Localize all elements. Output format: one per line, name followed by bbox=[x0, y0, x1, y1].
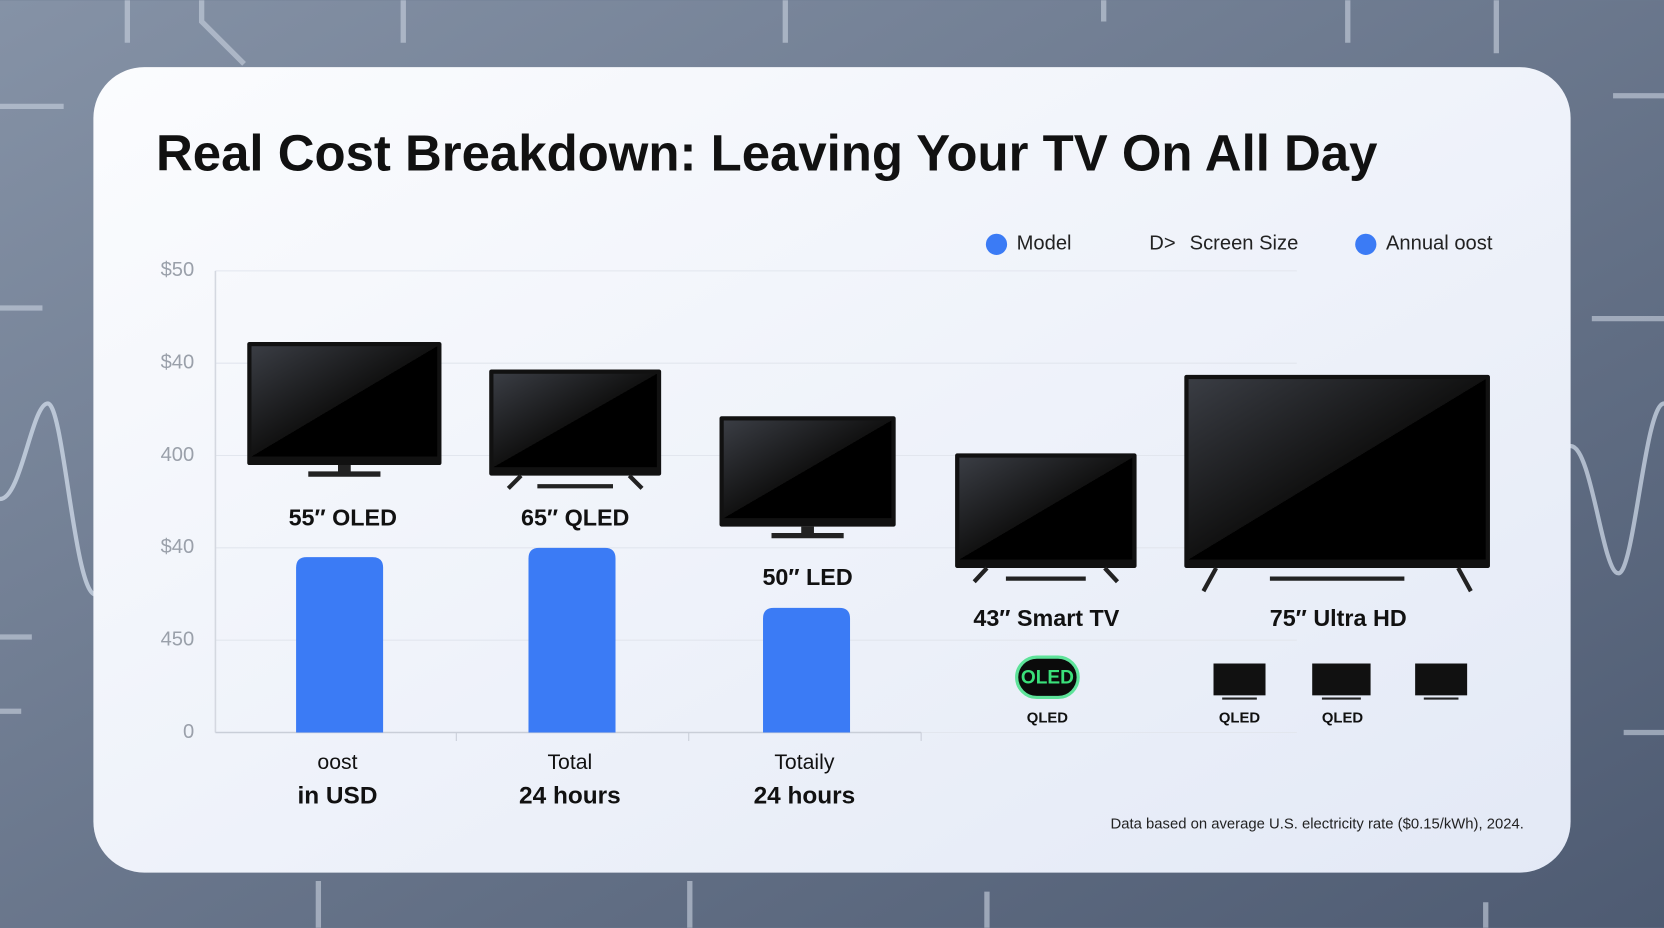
footnote: Data based on average U.S. electricity r… bbox=[1111, 817, 1524, 833]
legend-icon: D> bbox=[1149, 233, 1175, 255]
chart-title: Real Cost Breakdown: Leaving Your TV On … bbox=[156, 125, 1378, 182]
bar bbox=[763, 607, 851, 733]
legend-label: Model bbox=[1017, 233, 1072, 255]
legend-dot bbox=[985, 233, 1008, 255]
mini-tv bbox=[1415, 663, 1468, 696]
badge-text: OLED bbox=[1021, 667, 1074, 688]
tv-stand bbox=[1201, 566, 1473, 593]
tv-screen bbox=[1188, 379, 1486, 560]
mini-tv bbox=[1312, 663, 1371, 696]
bar bbox=[528, 547, 616, 733]
model-label: 50″ LED bbox=[762, 564, 852, 590]
tv-stand bbox=[972, 566, 1120, 584]
tv-stand bbox=[506, 474, 644, 490]
y-tick-label: 450 bbox=[161, 628, 195, 650]
x-tick-label: 24 hours bbox=[754, 783, 856, 810]
legend-dot bbox=[1355, 233, 1377, 255]
badge-label: QLED bbox=[1322, 711, 1364, 727]
model-label: 55″ OLED bbox=[289, 504, 397, 530]
tv-screen bbox=[251, 346, 438, 457]
x-tick-label: 24 hours bbox=[519, 783, 621, 810]
y-tick-label: 0 bbox=[183, 721, 194, 743]
model-label: 43″ Smart TV bbox=[973, 605, 1119, 631]
x-tick-label: Totaily bbox=[774, 751, 835, 774]
y-tick-label: $40 bbox=[161, 536, 195, 558]
bar bbox=[296, 557, 384, 733]
tv-screen bbox=[959, 457, 1133, 560]
model-label: 75″ Ultra HD bbox=[1270, 605, 1407, 631]
legend-label: Screen Size bbox=[1190, 233, 1299, 255]
legend: Model D> Screen Size Annual oost bbox=[985, 233, 1493, 255]
x-tick-label: Total bbox=[547, 751, 592, 774]
tv-screen bbox=[493, 373, 657, 468]
y-tick-label: 400 bbox=[161, 444, 195, 466]
badge bbox=[1015, 655, 1080, 700]
x-tick-label: in USD bbox=[297, 783, 377, 810]
x-tick-label: oost bbox=[317, 751, 357, 774]
badge-label: QLED bbox=[1219, 711, 1261, 727]
legend-label: Annual oost bbox=[1386, 233, 1493, 255]
tv-screen bbox=[723, 420, 892, 519]
tv-stand bbox=[308, 465, 381, 477]
model-label: 65″ QLED bbox=[521, 504, 629, 530]
y-tick-label: $40 bbox=[161, 352, 195, 374]
badge-label: QLED bbox=[1027, 711, 1069, 727]
mini-tv bbox=[1213, 663, 1266, 696]
tv-stand bbox=[771, 526, 844, 539]
y-tick-label: $50 bbox=[161, 259, 195, 281]
